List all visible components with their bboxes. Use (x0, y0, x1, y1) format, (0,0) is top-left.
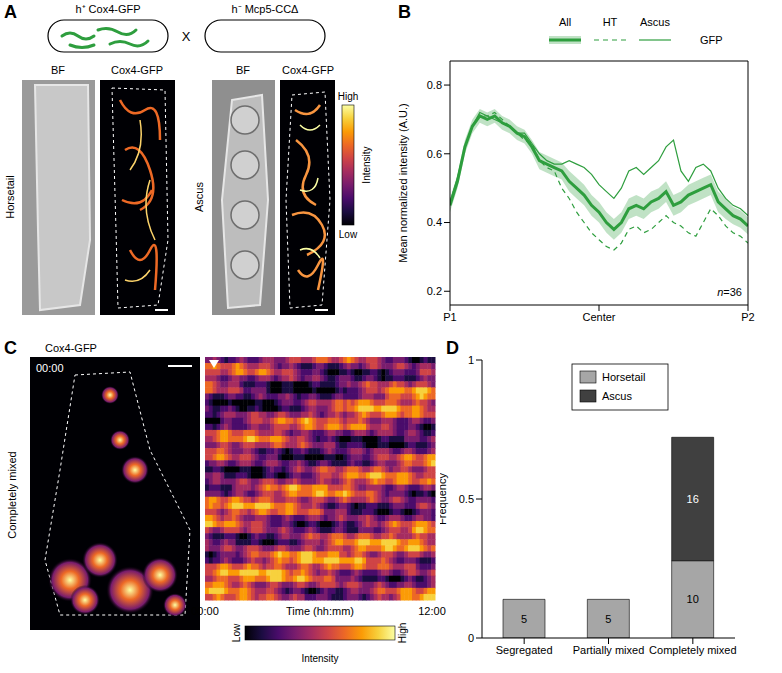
svg-text:Intensity: Intensity (301, 653, 338, 664)
svg-text:0.2: 0.2 (427, 285, 442, 297)
svg-text:5: 5 (521, 613, 527, 625)
svg-text:0.6: 0.6 (427, 148, 442, 160)
svg-text:Cox4-GFP: Cox4-GFP (45, 342, 97, 354)
svg-text:Low: Low (339, 229, 358, 240)
svg-text:High: High (397, 623, 408, 644)
svg-text:GFP: GFP (700, 34, 723, 46)
svg-text:Cox4-GFP: Cox4-GFP (282, 64, 334, 76)
svg-text:Segregated: Segregated (496, 644, 553, 656)
svg-text:P1: P1 (443, 311, 456, 323)
svg-text:h⁻ Mcp5-CCΔ: h⁻ Mcp5-CCΔ (232, 3, 300, 15)
svg-text:C: C (8, 338, 17, 358)
svg-text:B: B (398, 2, 411, 22)
svg-text:0.4: 0.4 (427, 216, 442, 228)
svg-text:12:00: 12:00 (418, 605, 446, 617)
svg-text:BF: BF (51, 64, 65, 76)
svg-text:Ascus: Ascus (640, 16, 670, 28)
svg-text:BF: BF (236, 64, 250, 76)
svg-text:Cox4-GFP: Cox4-GFP (111, 64, 163, 76)
svg-text:0.5: 0.5 (459, 493, 474, 505)
svg-text:D: D (446, 338, 459, 358)
svg-text:High: High (338, 91, 359, 102)
svg-text:Ascus: Ascus (193, 182, 205, 212)
svg-text:Center: Center (582, 311, 615, 323)
svg-text:Time (hh:mm): Time (hh:mm) (286, 605, 354, 617)
svg-text:0: 0 (468, 632, 474, 644)
svg-text:16: 16 (687, 493, 699, 505)
svg-text:Mean normalized intensity (A.U: Mean normalized intensity (A.U.) (397, 103, 409, 263)
svg-text:0.8: 0.8 (427, 79, 442, 91)
svg-text:00:00: 00:00 (36, 362, 64, 374)
svg-text:Low: Low (231, 623, 242, 642)
svg-text:Intensity: Intensity (361, 146, 372, 183)
svg-text:00:00: 00:00 (191, 605, 219, 617)
svg-text:HT: HT (603, 16, 618, 28)
svg-text:Partially mixed: Partially mixed (573, 644, 645, 656)
svg-text:Frequency: Frequency (440, 473, 448, 525)
svg-text:A: A (8, 2, 17, 22)
svg-text:10: 10 (687, 593, 699, 605)
svg-text:Horsetail: Horsetail (602, 371, 645, 383)
svg-text:Completely mixed: Completely mixed (8, 451, 18, 538)
svg-text:All: All (559, 16, 571, 28)
svg-text:Horsetail: Horsetail (8, 175, 16, 218)
svg-text:h⁺ Cox4-GFP: h⁺ Cox4-GFP (75, 3, 140, 15)
svg-text:X: X (182, 29, 191, 44)
svg-text:5: 5 (605, 613, 611, 625)
svg-text:P2: P2 (741, 311, 754, 323)
svg-text:Ascus: Ascus (602, 390, 632, 402)
svg-text:n=36: n=36 (717, 286, 742, 298)
svg-text:Completely mixed: Completely mixed (649, 644, 736, 656)
svg-text:1: 1 (468, 354, 474, 366)
